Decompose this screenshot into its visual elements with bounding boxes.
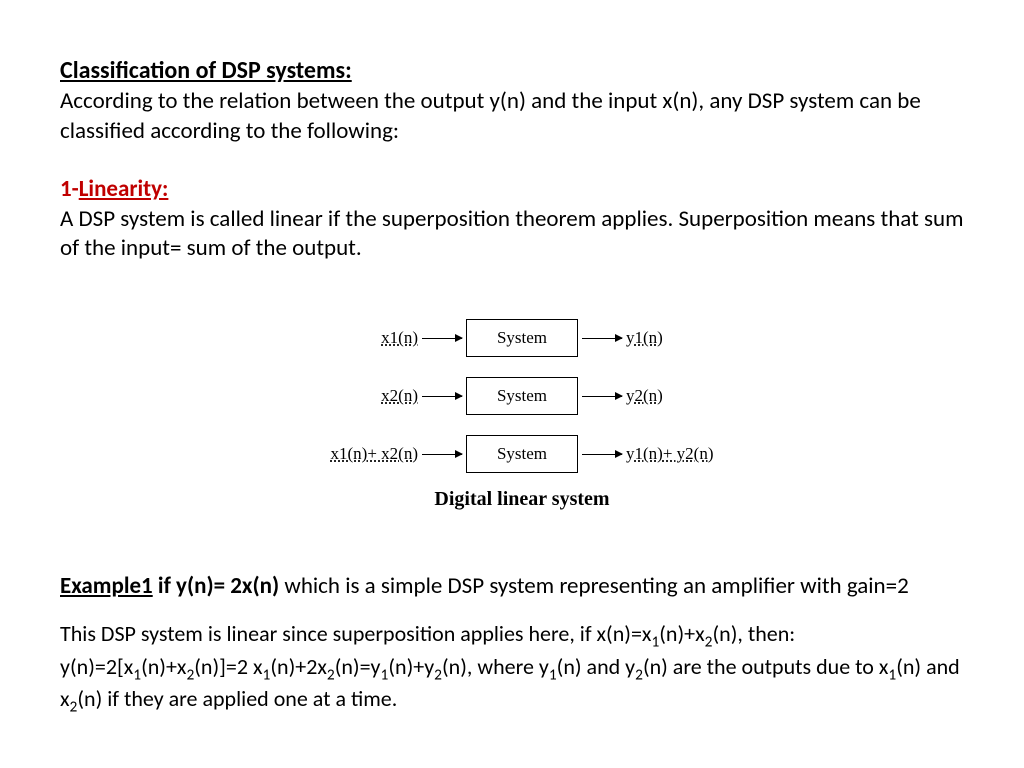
arrow-icon — [582, 454, 622, 455]
output-label: y1(n)+ y2(n) — [626, 443, 726, 465]
section-1-heading: 1-Linearity: — [60, 175, 984, 205]
output-label: y2(n) — [626, 385, 726, 407]
input-label: x1(n)+ x2(n) — [318, 443, 418, 465]
section-1-body: A DSP system is called linear if the sup… — [60, 205, 984, 265]
example-condition: if y(n)= 2x(n) — [153, 572, 285, 600]
system-box: System — [466, 319, 578, 357]
arrow-icon — [422, 396, 462, 397]
example-tail: which is a simple DSP system representin… — [284, 572, 908, 600]
diagram-caption: Digital linear system — [307, 486, 737, 512]
input-label: x2(n) — [318, 385, 418, 407]
heading-prefix: 1- — [60, 175, 79, 203]
output-label: y1(n) — [626, 327, 726, 349]
example-body: This DSP system is linear since superpos… — [60, 620, 984, 717]
arrow-icon — [582, 338, 622, 339]
diagram-row: x2(n) System y2(n) — [307, 372, 737, 420]
heading-word: Linearity: — [79, 175, 169, 203]
arrow-icon — [422, 338, 462, 339]
input-label: x1(n) — [318, 327, 418, 349]
arrow-icon — [422, 454, 462, 455]
system-box: System — [466, 435, 578, 473]
system-box: System — [466, 377, 578, 415]
intro-paragraph: Classification of DSP systems: According… — [60, 55, 984, 147]
page-title: Classification of DSP systems: — [60, 56, 352, 85]
slide-content: Classification of DSP systems: According… — [0, 0, 1024, 737]
arrow-icon — [582, 396, 622, 397]
diagram-row: x1(n) System y1(n) — [307, 314, 737, 362]
intro-text: According to the relation between the ou… — [60, 87, 921, 145]
example-label: Example1 — [60, 572, 153, 600]
example-1: Example1 if y(n)= 2x(n) which is a simpl… — [60, 572, 984, 717]
diagram-row: x1(n)+ x2(n) System y1(n)+ y2(n) — [307, 430, 737, 478]
linearity-diagram: x1(n) System y1(n) x2(n) System y2(n) x1… — [307, 314, 737, 512]
